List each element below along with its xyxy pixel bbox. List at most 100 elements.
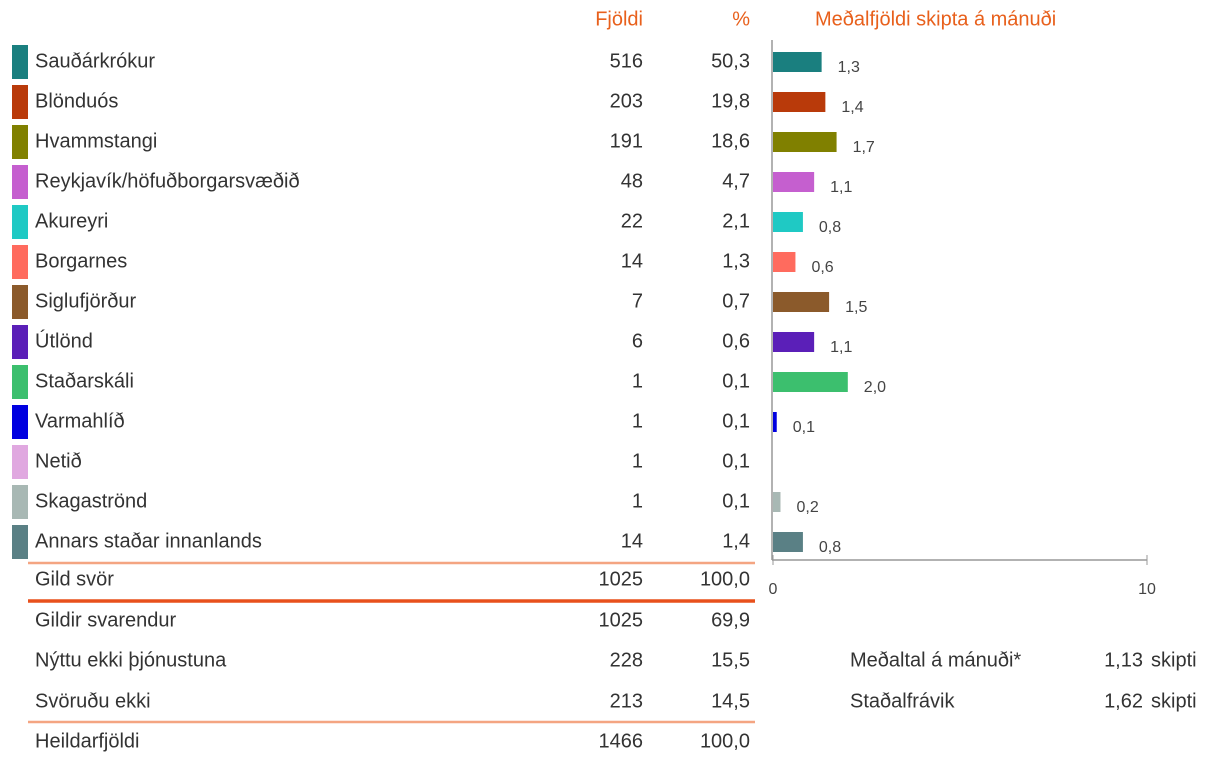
count: 1 [632,450,643,472]
category-label: Sauðárkrókur [35,50,155,72]
percent: 1,3 [722,250,750,272]
percent: 0,7 [722,290,750,312]
stat-unit: skipti [1151,690,1197,712]
category-label: Staðarskáli [35,370,134,392]
stat-value: 1,62 [1104,690,1143,712]
swatch [12,125,28,159]
percent: 0,1 [722,370,750,392]
summary-label: Nýttu ekki þjónustuna [35,649,227,671]
swatch [12,405,28,439]
bar [773,52,822,72]
swatch [12,205,28,239]
bar [773,172,815,192]
count: 14 [621,250,643,272]
category-label: Siglufjörður [35,290,137,312]
swatch [12,445,28,479]
swatch [12,45,28,79]
data-label: 0,2 [796,499,818,516]
count: 14 [621,530,643,552]
summary-percent: 15,5 [711,649,750,671]
swatch [12,285,28,319]
data-label: 0,1 [793,419,815,436]
bar [773,212,803,232]
summary-label: Svöruðu ekki [35,690,151,712]
bar [773,132,837,152]
summary-label: Gildir svarendur [35,609,177,631]
swatch [12,525,28,559]
count: 516 [610,50,643,72]
bar [773,412,777,432]
summary-count: 228 [610,649,643,671]
data-label: 1,7 [853,139,875,156]
chart-title: Meðalfjöldi skipta á mánuði [815,8,1056,30]
summary-percent: 14,5 [711,690,750,712]
data-label: 2,0 [864,379,886,396]
category-label: Skagaströnd [35,490,147,512]
count: 22 [621,210,643,232]
percent: 0,6 [722,330,750,352]
count: 7 [632,290,643,312]
bar [773,292,830,312]
bar [773,492,781,512]
count: 1 [632,410,643,432]
summary-count: 213 [610,690,643,712]
x-tick-label: 10 [1138,581,1156,598]
swatch [12,245,28,279]
bar [773,92,826,112]
percent: 18,6 [711,130,750,152]
swatch [12,165,28,199]
data-label: 0,8 [819,539,841,556]
data-label: 1,1 [830,339,852,356]
bar [773,372,848,392]
count: 203 [610,90,643,112]
bar [773,252,796,272]
category-label: Reykjavík/höfuðborgarsvæðið [35,170,300,192]
stat-label: Meðaltal á mánuði* [850,649,1021,671]
summary-count: 1025 [599,568,644,590]
percent: 2,1 [722,210,750,232]
percent: 0,1 [722,450,750,472]
stat-unit: skipti [1151,649,1197,671]
data-label: 0,8 [819,219,841,236]
percent: 0,1 [722,490,750,512]
percent: 19,8 [711,90,750,112]
count: 6 [632,330,643,352]
count: 1 [632,370,643,392]
category-label: Útlönd [35,329,93,352]
swatch [12,365,28,399]
data-label: 1,1 [830,179,852,196]
count: 1 [632,490,643,512]
summary-percent: 100,0 [700,730,750,752]
summary-count: 1025 [599,609,644,631]
x-tick-label: 0 [769,581,778,598]
percent: 4,7 [722,170,750,192]
data-label: 1,4 [841,99,863,116]
bar [773,332,815,352]
swatch [12,325,28,359]
percent: 0,1 [722,410,750,432]
stat-value: 1,13 [1104,649,1143,671]
category-label: Borgarnes [35,250,127,272]
bar [773,532,803,552]
stat-label: Staðalfrávik [850,690,955,712]
column-header: Fjöldi [595,8,643,30]
data-label: 1,3 [838,59,860,76]
summary-label: Heildarfjöldi [35,730,140,752]
category-label: Annars staðar innanlands [35,530,262,552]
summary-percent: 69,9 [711,609,750,631]
count: 48 [621,170,643,192]
category-label: Blönduós [35,90,118,112]
swatch [12,85,28,119]
swatch [12,485,28,519]
percent: 50,3 [711,50,750,72]
category-label: Varmahlíð [35,410,125,432]
summary-label: Gild svör [35,568,114,590]
count: 191 [610,130,643,152]
data-label: 0,6 [811,259,833,276]
category-label: Hvammstangi [35,130,157,152]
percent: 1,4 [722,530,750,552]
summary-count: 1466 [599,730,644,752]
category-label: Akureyri [35,210,108,232]
